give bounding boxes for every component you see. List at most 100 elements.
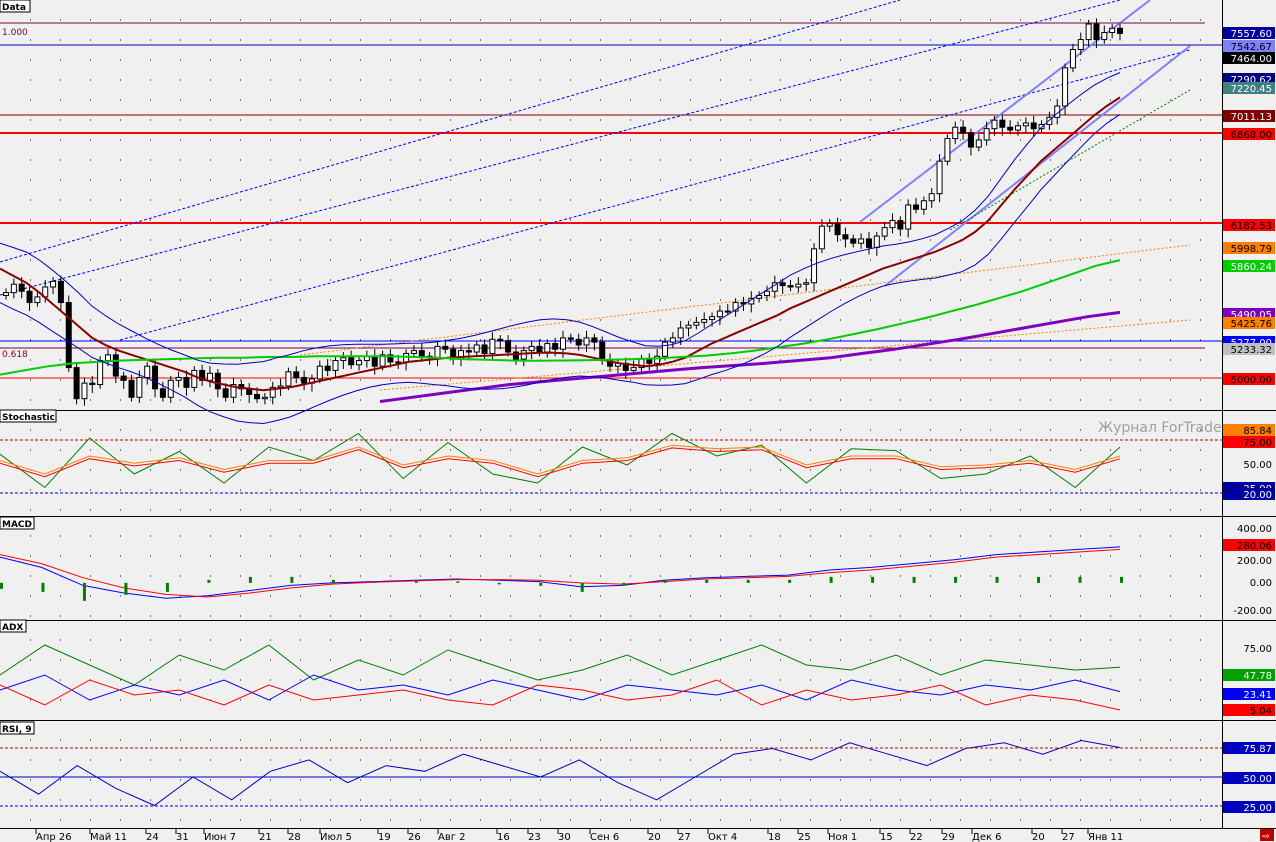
rsi-pane-title: RSI, 9 [2, 725, 32, 735]
price-label-bg [1223, 317, 1275, 329]
macd-histogram-bar [871, 576, 875, 583]
candle-body [1007, 126, 1014, 131]
candle-body [175, 376, 182, 381]
price-label: 6182.53 [1231, 221, 1272, 232]
candle-body [489, 338, 496, 354]
adx-label: 5.04 [1250, 706, 1272, 717]
data-pane[interactable] [0, 0, 1222, 410]
rsi-label-bg [1223, 801, 1275, 813]
watermark: Журнал ForTrader [1098, 420, 1228, 436]
candle-body [795, 283, 802, 288]
stoch-label-bg [1223, 436, 1275, 448]
trend-dashed-1 [0, 0, 901, 263]
candle-body [26, 290, 33, 304]
price-label: 7557.60 [1231, 29, 1272, 40]
price-label: 7542.67 [1231, 42, 1272, 53]
candle-body [536, 345, 543, 353]
candle-body [222, 388, 229, 398]
macd-histogram-bar [456, 581, 460, 583]
candle-body [818, 225, 825, 250]
macd-histogram-bar [373, 581, 377, 583]
adx-line [0, 644, 1121, 686]
candle-body [763, 290, 770, 296]
candle-body [1109, 27, 1116, 34]
adx-label: 75.00 [1243, 644, 1272, 655]
stochastic-pane[interactable] [0, 410, 1222, 516]
rsi-label-bg [1223, 742, 1275, 754]
price-label: 5000.00 [1231, 375, 1272, 386]
time-axis [0, 828, 1276, 842]
macd-histogram-bar [954, 576, 958, 583]
candle-body [65, 302, 72, 369]
candle-body [709, 316, 716, 321]
x-tick-label: Июн 7 [204, 832, 236, 842]
candle-body [112, 354, 119, 377]
macd-histogram-bar [124, 582, 128, 595]
macd-label: 200.00 [1237, 556, 1272, 567]
macd-histogram-bar [912, 576, 916, 583]
candle-body [183, 376, 190, 388]
scroll-to-end-icon[interactable] [1260, 829, 1274, 841]
adx-label: 47.78 [1243, 671, 1272, 682]
candle-body [285, 371, 292, 387]
macd-pane[interactable] [0, 516, 1222, 620]
macd-histogram-bar [414, 581, 418, 583]
trend-dashed-2 [0, 0, 1121, 296]
candle-body [89, 382, 96, 386]
candle-body [136, 376, 143, 398]
candle-body [97, 360, 104, 386]
candle-body [34, 296, 41, 304]
candle-body [583, 337, 590, 346]
candle-body [1117, 27, 1123, 34]
candle-body [881, 227, 888, 237]
price-label-bg [1223, 40, 1275, 52]
candle-body [834, 222, 841, 236]
macd-histogram-bar [580, 582, 584, 592]
macd-histogram-bar [1037, 576, 1041, 583]
candle-body [850, 238, 857, 244]
price-label-bg [1223, 242, 1275, 254]
rsi-label: 25.00 [1243, 803, 1272, 814]
candle-body [889, 220, 896, 229]
macd-histogram-bar [82, 582, 86, 601]
candle-body [991, 119, 998, 130]
price-label: 5233.32 [1231, 345, 1272, 356]
bollinger-lower [0, 113, 1121, 425]
adx-label-bg [1223, 669, 1275, 681]
x-tick-label: 19 [378, 832, 391, 842]
candle-body [936, 160, 943, 195]
macd-pane-title: MACD [2, 520, 32, 530]
candle-body [1069, 48, 1076, 69]
candle-body [261, 396, 268, 400]
adx-pane[interactable] [0, 620, 1222, 720]
rsi-pane[interactable] [0, 720, 1222, 828]
macd-histogram-bar [0, 582, 3, 589]
candle-body [512, 351, 519, 360]
candle-body [905, 204, 912, 230]
candle-body [371, 355, 378, 367]
candle-body [1015, 125, 1022, 131]
candle-body [120, 375, 127, 381]
x-tick-label: 28 [288, 832, 301, 842]
bollinger-upper [0, 72, 1121, 365]
ma-purple-line [379, 310, 1121, 403]
candle-body [575, 338, 582, 346]
x-tick-label: Май 11 [90, 832, 127, 842]
candle-body [395, 361, 402, 364]
price-label: 7011.13 [1231, 112, 1272, 123]
candle-body [387, 354, 394, 363]
candle-body [646, 358, 653, 364]
x-tick-label: Сен 6 [590, 832, 619, 842]
candle-body [206, 372, 213, 381]
candle-body [348, 357, 355, 366]
candle-body [497, 338, 504, 342]
x-tick-label: Окт 4 [708, 832, 737, 842]
candle-body [826, 222, 833, 227]
macd-histogram-bar [705, 579, 709, 583]
macd-histogram-bar [207, 579, 211, 583]
candle-body [1101, 32, 1108, 41]
candle-body [544, 343, 551, 353]
candle-body [803, 282, 810, 285]
x-tick-label: 22 [910, 832, 923, 842]
candle-body [677, 327, 684, 339]
